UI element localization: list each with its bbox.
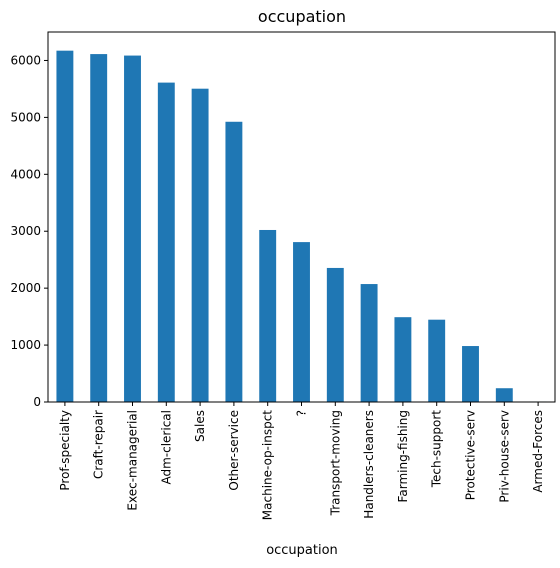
bar — [428, 319, 446, 402]
x-tick-label: Protective-serv — [464, 410, 478, 500]
x-tick-label: Farming-fishing — [396, 410, 410, 502]
y-tick-label: 0 — [33, 395, 41, 409]
y-tick-label: 2000 — [10, 281, 41, 295]
chart-title: occupation — [258, 7, 346, 26]
y-tick-label: 4000 — [10, 167, 41, 181]
bar — [259, 229, 277, 402]
x-tick-label: Prof-specialty — [58, 410, 72, 491]
bar — [293, 242, 310, 402]
x-axis: Prof-specialty Craft-repair Exec-manageria… — [58, 402, 545, 520]
bar — [56, 50, 74, 402]
bar — [495, 388, 513, 402]
y-tick-label: 1000 — [10, 338, 41, 352]
x-tick-label: Craft-repair — [92, 410, 106, 479]
y-tick-label: 3000 — [10, 224, 41, 238]
bar — [225, 121, 243, 402]
y-tick-label: 5000 — [10, 110, 41, 124]
bar — [360, 284, 378, 402]
y-axis: 0 1000 2000 3000 4000 5000 6000 — [10, 53, 48, 409]
bar — [157, 82, 175, 402]
bar — [326, 267, 344, 402]
x-tick-label: Adm-clerical — [159, 410, 173, 485]
bar — [394, 317, 412, 402]
x-axis-label: occupation — [266, 543, 338, 558]
x-tick-label: Machine-op-inspct — [261, 410, 275, 520]
bar — [462, 346, 479, 402]
bar — [191, 88, 209, 403]
y-tick-label: 6000 — [10, 53, 41, 67]
x-tick-label: Priv-house-serv — [497, 410, 511, 503]
x-tick-label: Armed-Forces — [531, 410, 545, 493]
x-tick-label: Tech-support — [430, 410, 444, 489]
bars-group — [56, 50, 547, 403]
x-tick-label: Exec-managerial — [126, 410, 140, 511]
bar — [124, 55, 141, 402]
x-tick-label: Transport-moving — [328, 410, 342, 516]
x-tick-label: Handlers-cleaners — [362, 410, 376, 519]
x-tick-label: ? — [295, 410, 309, 416]
x-tick-label: Other-service — [227, 410, 241, 491]
bar — [90, 54, 108, 403]
plot-frame — [47, 31, 556, 403]
x-tick-label: Sales — [193, 410, 207, 442]
